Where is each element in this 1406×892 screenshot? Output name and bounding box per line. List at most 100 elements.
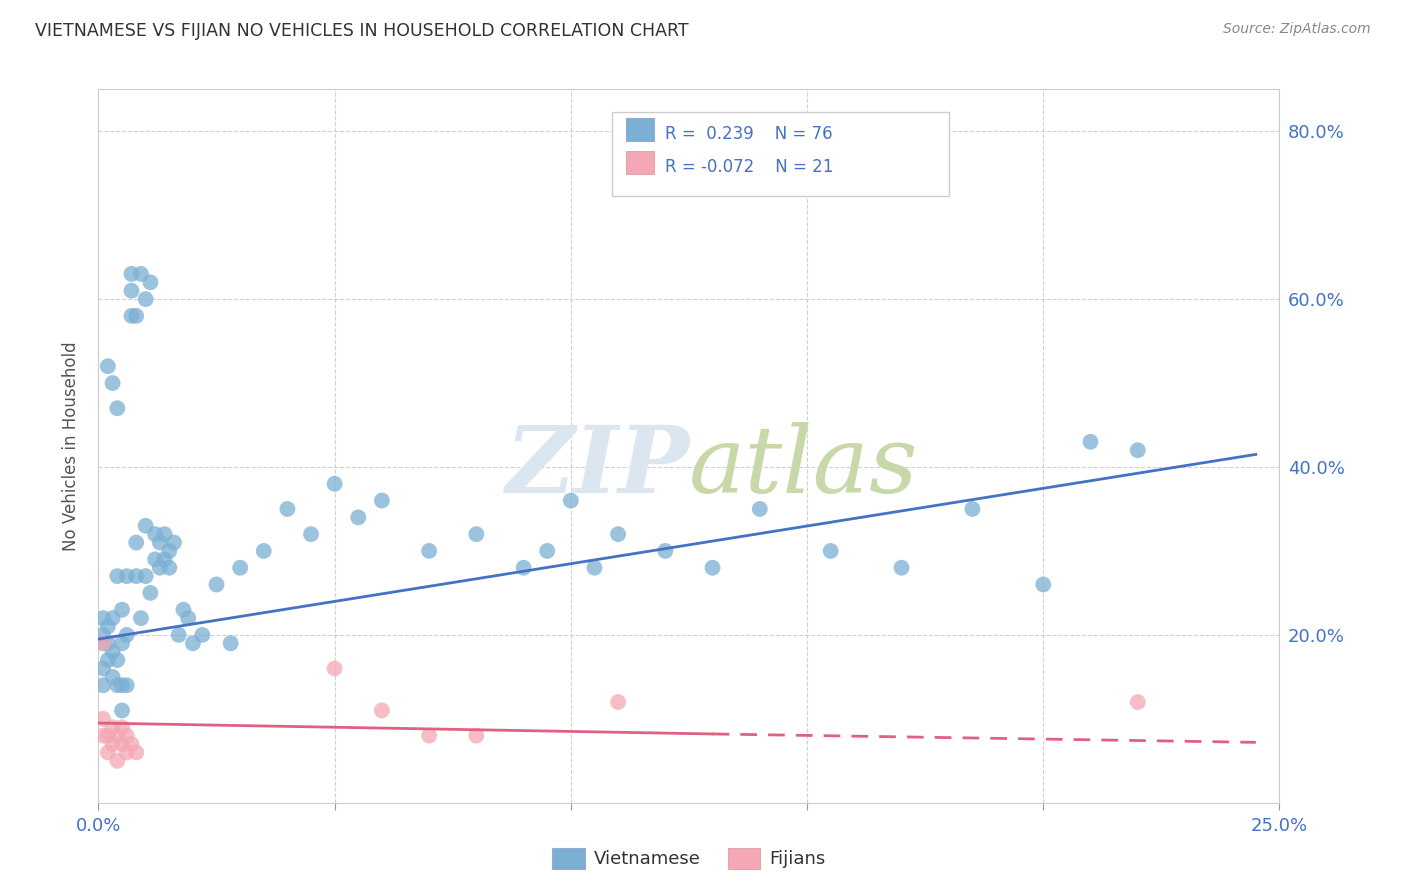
- Y-axis label: No Vehicles in Household: No Vehicles in Household: [62, 341, 80, 551]
- Point: [253, 544, 276, 558]
- Point: [153, 552, 176, 566]
- Point: [105, 678, 128, 692]
- Point: [97, 636, 120, 650]
- Point: [1080, 434, 1102, 449]
- Point: [91, 611, 114, 625]
- Point: [748, 502, 770, 516]
- Point: [101, 737, 124, 751]
- Point: [820, 544, 842, 558]
- Point: [536, 544, 558, 558]
- Point: [105, 653, 128, 667]
- Point: [418, 544, 440, 558]
- Point: [125, 746, 148, 760]
- Point: [153, 527, 176, 541]
- Point: [135, 569, 157, 583]
- Point: [139, 586, 162, 600]
- Point: [1126, 695, 1149, 709]
- Point: [105, 729, 128, 743]
- Point: [111, 636, 134, 650]
- Point: [121, 267, 143, 281]
- Point: [121, 737, 143, 751]
- Point: [962, 502, 984, 516]
- Point: [115, 729, 138, 743]
- Point: [149, 560, 172, 574]
- Point: [91, 628, 114, 642]
- Point: [101, 670, 124, 684]
- Point: [121, 309, 143, 323]
- Text: R = -0.072    N = 21: R = -0.072 N = 21: [665, 158, 834, 176]
- Point: [276, 502, 298, 516]
- Point: [371, 703, 394, 717]
- Point: [1032, 577, 1054, 591]
- Point: [702, 560, 724, 574]
- Point: [418, 729, 440, 743]
- Point: [101, 376, 124, 390]
- Legend: Vietnamese, Fijians: Vietnamese, Fijians: [546, 840, 832, 876]
- Point: [167, 628, 190, 642]
- Point: [129, 611, 152, 625]
- Point: [125, 535, 148, 549]
- Point: [347, 510, 370, 524]
- Point: [607, 695, 630, 709]
- Point: [191, 628, 214, 642]
- Point: [101, 720, 124, 734]
- Point: [91, 729, 114, 743]
- Point: [512, 560, 534, 574]
- Point: [135, 518, 157, 533]
- Point: [143, 527, 166, 541]
- Point: [890, 560, 912, 574]
- Point: [219, 636, 242, 650]
- Point: [465, 729, 488, 743]
- Point: [149, 535, 172, 549]
- Point: [115, 746, 138, 760]
- Text: atlas: atlas: [689, 423, 918, 512]
- Point: [111, 737, 134, 751]
- Point: [111, 720, 134, 734]
- Point: [205, 577, 228, 591]
- Point: [371, 493, 394, 508]
- Point: [465, 527, 488, 541]
- Point: [177, 611, 200, 625]
- Point: [135, 292, 157, 306]
- Point: [101, 645, 124, 659]
- Point: [121, 284, 143, 298]
- Point: [91, 678, 114, 692]
- Point: [607, 527, 630, 541]
- Point: [323, 476, 346, 491]
- Point: [91, 661, 114, 675]
- Point: [101, 611, 124, 625]
- Point: [181, 636, 204, 650]
- Text: ZIP: ZIP: [505, 423, 689, 512]
- Point: [105, 401, 128, 416]
- Text: Source: ZipAtlas.com: Source: ZipAtlas.com: [1223, 22, 1371, 37]
- Point: [91, 712, 114, 726]
- Point: [323, 661, 346, 675]
- Point: [111, 603, 134, 617]
- Point: [115, 569, 138, 583]
- Point: [125, 569, 148, 583]
- Point: [163, 535, 186, 549]
- Point: [172, 603, 194, 617]
- Point: [97, 653, 120, 667]
- Point: [129, 267, 152, 281]
- Point: [125, 309, 148, 323]
- Point: [583, 560, 606, 574]
- Text: R =  0.239    N = 76: R = 0.239 N = 76: [665, 125, 832, 143]
- Point: [97, 619, 120, 633]
- Point: [139, 275, 162, 289]
- Point: [654, 544, 676, 558]
- Point: [229, 560, 252, 574]
- Point: [91, 636, 114, 650]
- Point: [97, 746, 120, 760]
- Text: VIETNAMESE VS FIJIAN NO VEHICLES IN HOUSEHOLD CORRELATION CHART: VIETNAMESE VS FIJIAN NO VEHICLES IN HOUS…: [35, 22, 689, 40]
- Point: [560, 493, 582, 508]
- Point: [91, 636, 114, 650]
- Point: [157, 560, 180, 574]
- Point: [115, 678, 138, 692]
- Point: [97, 729, 120, 743]
- Point: [111, 678, 134, 692]
- Point: [105, 754, 128, 768]
- Point: [299, 527, 322, 541]
- Point: [115, 628, 138, 642]
- Point: [1126, 443, 1149, 458]
